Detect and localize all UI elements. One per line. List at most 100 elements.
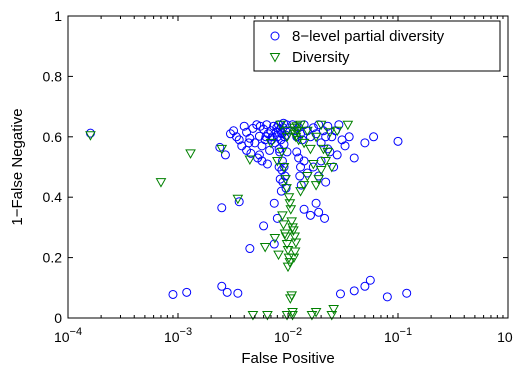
data-point-circle bbox=[344, 132, 354, 142]
data-point-triangle bbox=[281, 132, 293, 143]
data-point-triangle bbox=[342, 120, 354, 131]
data-point-circle bbox=[246, 148, 256, 158]
data-point-triangle bbox=[324, 128, 336, 138]
data-point-circle bbox=[244, 138, 254, 148]
data-point-triangle bbox=[298, 138, 310, 149]
data-point-triangle bbox=[278, 163, 290, 173]
data-point-circle bbox=[215, 142, 225, 152]
data-point-triangle bbox=[320, 156, 332, 167]
data-point-triangle bbox=[328, 304, 340, 315]
data-point-circle bbox=[360, 281, 370, 291]
data-point-circle bbox=[402, 288, 412, 298]
x-tick-label-exponent: −1 bbox=[400, 326, 413, 338]
data-point-triangle bbox=[283, 193, 295, 203]
data-point-triangle bbox=[284, 258, 296, 268]
data-point-circle bbox=[321, 177, 331, 187]
y-tick-label: 0.6 bbox=[43, 129, 63, 145]
y-tick-label: 0 bbox=[54, 310, 62, 326]
data-point-triangle bbox=[281, 310, 293, 321]
data-point-triangle bbox=[289, 232, 301, 242]
y-tick-label: 0.4 bbox=[43, 189, 63, 205]
data-point-triangle bbox=[287, 223, 298, 233]
data-point-circle bbox=[334, 120, 344, 130]
data-point-triangle bbox=[282, 126, 293, 137]
data-point-circle bbox=[255, 121, 265, 131]
data-point-triangle bbox=[331, 126, 343, 137]
data-point-circle bbox=[323, 121, 333, 131]
legend-marker-triangle bbox=[269, 53, 281, 63]
data-point-circle bbox=[266, 126, 276, 136]
data-point-triangle bbox=[287, 307, 298, 318]
data-point-circle bbox=[332, 150, 342, 160]
data-point-triangle bbox=[259, 243, 271, 253]
x-tick-label-base: 10 bbox=[54, 329, 70, 345]
data-point-circle bbox=[222, 287, 232, 297]
data-point-circle bbox=[168, 289, 178, 299]
x-tick-label-exponent: −3 bbox=[180, 326, 193, 338]
data-point-circle bbox=[234, 135, 244, 145]
data-point-triangle bbox=[288, 123, 300, 134]
data-point-triangle bbox=[286, 291, 298, 301]
data-point-circle bbox=[314, 207, 324, 217]
data-point-circle bbox=[365, 275, 375, 285]
data-point-circle bbox=[316, 138, 326, 148]
x-tick-label-base: 10 bbox=[497, 329, 513, 345]
data-point-circle bbox=[272, 123, 282, 133]
data-point-triangle bbox=[288, 226, 299, 236]
data-point-circle bbox=[269, 239, 279, 249]
data-point-triangle bbox=[310, 132, 322, 143]
data-point-circle bbox=[349, 153, 359, 163]
data-point-triangle bbox=[279, 229, 291, 239]
data-point-circle bbox=[231, 132, 241, 142]
data-point-circle bbox=[245, 133, 255, 143]
data-point-triangle bbox=[288, 253, 300, 264]
legend-marker-circle bbox=[270, 31, 280, 41]
data-point-triangle bbox=[315, 120, 327, 131]
data-point-triangle bbox=[307, 159, 319, 170]
data-point-triangle bbox=[305, 144, 316, 155]
data-point-triangle bbox=[287, 310, 298, 321]
data-point-triangle bbox=[262, 310, 273, 321]
legend-entry-diversity: Diversity bbox=[269, 49, 350, 66]
data-point-triangle bbox=[185, 149, 196, 159]
data-point-circle bbox=[217, 281, 227, 291]
data-point-triangle bbox=[326, 163, 338, 173]
data-point-triangle bbox=[298, 181, 310, 191]
data-point-circle bbox=[295, 171, 305, 181]
data-point-circle bbox=[234, 197, 244, 207]
data-point-triangle bbox=[306, 310, 318, 321]
x-tick-label: 100 bbox=[497, 326, 513, 345]
data-point-circle bbox=[261, 132, 271, 142]
data-point-circle bbox=[265, 145, 275, 155]
data-point-triangle bbox=[322, 147, 334, 158]
legend-label-partial-diversity: 8−level partial diversity bbox=[292, 28, 445, 45]
data-point-circle bbox=[299, 204, 309, 214]
data-point-triangle bbox=[282, 262, 294, 273]
data-point-triangle bbox=[232, 194, 244, 205]
data-point-circle bbox=[217, 203, 227, 213]
data-point-circle bbox=[269, 198, 279, 208]
data-point-circle bbox=[294, 153, 304, 163]
data-point-circle bbox=[335, 289, 345, 299]
legend-label-diversity: Diversity bbox=[292, 49, 350, 66]
data-point-triangle bbox=[293, 135, 305, 146]
data-point-triangle bbox=[313, 175, 325, 185]
data-point-circle bbox=[225, 129, 235, 139]
data-point-triangle bbox=[276, 147, 288, 158]
data-point-circle bbox=[393, 136, 403, 146]
data-point-triangle bbox=[285, 205, 297, 215]
data-point-circle bbox=[340, 141, 350, 151]
data-point-triangle bbox=[318, 144, 329, 155]
data-point-circle bbox=[299, 156, 309, 166]
x-tick-label-base: 10 bbox=[384, 329, 400, 345]
legend: 8−level partial diversity Diversity bbox=[253, 20, 501, 72]
data-point-circle bbox=[360, 138, 370, 148]
data-point-circle bbox=[239, 121, 249, 131]
data-point-triangle bbox=[315, 166, 327, 176]
plot-area-frame bbox=[67, 15, 509, 319]
data-point-triangle bbox=[280, 175, 291, 185]
x-tick-label-base: 10 bbox=[164, 329, 180, 345]
data-point-triangle bbox=[277, 211, 288, 221]
data-point-triangle bbox=[271, 156, 283, 167]
data-point-triangle bbox=[278, 220, 289, 230]
